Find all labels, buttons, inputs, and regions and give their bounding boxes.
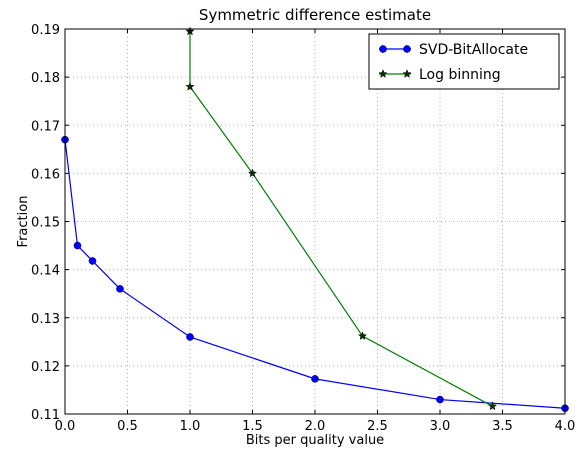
y-tick-label: 0.11 (31, 408, 60, 423)
data-point (247, 168, 258, 178)
series-layer (61, 26, 569, 413)
data-point (116, 285, 124, 293)
data-point (186, 333, 194, 341)
y-tick-label: 0.17 (31, 119, 60, 134)
y-tick-label: 0.18 (31, 71, 60, 86)
y-tick-label: 0.19 (31, 23, 60, 38)
x-tick-label: 0.5 (117, 419, 138, 434)
data-point (88, 257, 97, 265)
y-tick-label: 0.12 (31, 360, 60, 375)
legend-marker (403, 45, 411, 53)
x-tick-label: 4.0 (555, 419, 576, 434)
x-axis-label: Bits per quality value (246, 433, 384, 448)
data-point (73, 241, 82, 250)
legend-marker (379, 45, 387, 53)
chart-title: Symmetric difference estimate (199, 6, 431, 24)
y-axis-label: Fraction (16, 196, 31, 248)
x-tick-label: 2.0 (305, 419, 326, 434)
data-point (185, 81, 195, 91)
legend-marker (402, 69, 412, 78)
x-tick-label: 3.0 (430, 419, 451, 434)
x-tick-label: 1.0 (180, 419, 201, 434)
x-tick-label: 0.0 (55, 419, 76, 434)
data-point (311, 375, 319, 383)
axes: 0.0 0.5 1.0 1.5 2.0 2.5 3.0 3.5 4.0 0.11 0.12 0.13 0… (31, 23, 575, 434)
legend-marker (378, 69, 388, 78)
x-tick-label: 3.5 (492, 419, 513, 434)
y-tick-label: 0.15 (31, 216, 60, 231)
data-point (436, 395, 444, 404)
data-point (487, 401, 498, 411)
y-tick-label: 0.16 (31, 167, 60, 182)
legend-label: Log binning (419, 67, 501, 83)
x-tick-label: 2.5 (367, 419, 388, 434)
legend-label: SVD-BitAllocate (419, 42, 528, 58)
y-tick-label: 0.13 (31, 312, 60, 327)
legend-box (368, 33, 560, 90)
legend: SVD-BitAllocate Log binning (368, 33, 560, 90)
data-point (357, 331, 368, 341)
y-tick-label: 0.14 (31, 264, 60, 279)
x-tick-label: 1.5 (242, 419, 263, 434)
